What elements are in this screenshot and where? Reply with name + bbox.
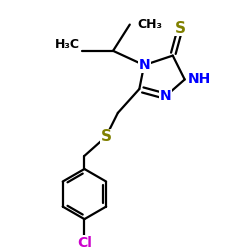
Text: Cl: Cl bbox=[77, 236, 92, 250]
Text: N: N bbox=[138, 58, 150, 72]
Text: S: S bbox=[100, 129, 112, 144]
Text: H₃C: H₃C bbox=[55, 38, 80, 51]
Text: N: N bbox=[160, 89, 172, 103]
Text: NH: NH bbox=[188, 72, 211, 86]
Text: CH₃: CH₃ bbox=[137, 18, 162, 31]
Text: S: S bbox=[174, 21, 186, 36]
